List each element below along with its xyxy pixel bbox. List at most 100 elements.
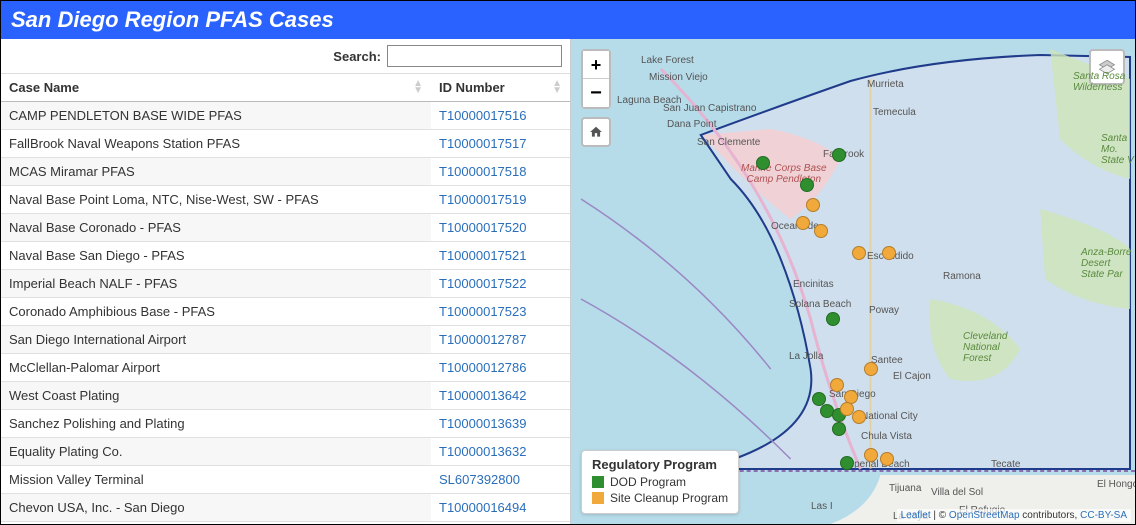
- cell-case-name: Mission Valley Terminal: [1, 466, 431, 494]
- map-marker[interactable]: [814, 224, 828, 238]
- cell-id-number: T10000016497: [431, 522, 570, 525]
- cell-id-number: T10000017521: [431, 242, 570, 270]
- case-id-link[interactable]: T10000013642: [439, 388, 526, 403]
- legend-label: DOD Program: [610, 475, 686, 489]
- search-row: Search:: [1, 39, 570, 73]
- map-marker[interactable]: [864, 362, 878, 376]
- legend-swatch: [592, 476, 604, 488]
- sort-icon: ▲▼: [413, 80, 423, 94]
- cell-id-number: SL607392800: [431, 466, 570, 494]
- map-legend: Regulatory Program DOD ProgramSite Clean…: [581, 450, 739, 514]
- table-row[interactable]: MCAS Miramar PFAST10000017518: [1, 158, 570, 186]
- table-row[interactable]: Imperial Beach NALF - PFAS T10000017522: [1, 270, 570, 298]
- cell-id-number: T10000017516: [431, 102, 570, 130]
- table-row[interactable]: San Diego International Airport T10000012…: [1, 326, 570, 354]
- cell-id-number: T10000012787: [431, 326, 570, 354]
- map-marker[interactable]: [832, 422, 846, 436]
- cell-id-number: T10000017517: [431, 130, 570, 158]
- cases-table: Case Name ▲▼ ID Number ▲▼ CAMP PENDLETON…: [1, 74, 570, 524]
- cell-case-name: Chevon USA, Inc. - San Diego: [1, 494, 431, 522]
- map-marker[interactable]: [852, 410, 866, 424]
- map-marker[interactable]: [826, 312, 840, 326]
- cell-case-name: Naval Base San Diego - PFAS: [1, 242, 431, 270]
- col-id-number[interactable]: ID Number ▲▼: [431, 74, 570, 102]
- cell-case-name: Sanchez Polishing and Plating: [1, 410, 431, 438]
- case-id-link[interactable]: T10000012786: [439, 360, 526, 375]
- table-row[interactable]: Naval Base Point Loma, NTC, Nise-West, S…: [1, 186, 570, 214]
- map-marker[interactable]: [796, 216, 810, 230]
- case-id-link[interactable]: T10000017520: [439, 220, 526, 235]
- cell-case-name: Naval Base Coronado - PFAS: [1, 214, 431, 242]
- table-row[interactable]: Naval Base San Diego - PFAS T10000017521: [1, 242, 570, 270]
- cell-case-name: Coronado Amphibious Base - PFAS: [1, 298, 431, 326]
- cell-id-number: T10000017523: [431, 298, 570, 326]
- table-row[interactable]: The Jankovich CompanyT10000016497: [1, 522, 570, 525]
- case-id-link[interactable]: T10000017521: [439, 248, 526, 263]
- table-row[interactable]: Mission Valley Terminal SL607392800: [1, 466, 570, 494]
- table-row[interactable]: McClellan-Palomar AirportT10000012786: [1, 354, 570, 382]
- cc-link[interactable]: CC-BY-SA: [1080, 510, 1127, 521]
- col-case-name[interactable]: Case Name ▲▼: [1, 74, 431, 102]
- map-marker[interactable]: [852, 246, 866, 260]
- case-id-link[interactable]: T10000012787: [439, 332, 526, 347]
- table-row[interactable]: West Coast PlatingT10000013642: [1, 382, 570, 410]
- app-frame: San Diego Region PFAS Cases Search: Case…: [0, 0, 1136, 525]
- table-row[interactable]: Chevon USA, Inc. - San Diego T10000016494: [1, 494, 570, 522]
- map-marker[interactable]: [830, 378, 844, 392]
- home-button[interactable]: [581, 117, 611, 147]
- map-marker[interactable]: [840, 456, 854, 470]
- table-row[interactable]: FallBrook Naval Weapons Station PFAS T100…: [1, 130, 570, 158]
- case-id-link[interactable]: T10000017523: [439, 304, 526, 319]
- legend-title: Regulatory Program: [592, 457, 728, 472]
- cell-id-number: T10000017519: [431, 186, 570, 214]
- cell-id-number: T10000013632: [431, 438, 570, 466]
- map-marker[interactable]: [806, 198, 820, 212]
- map-panel[interactable]: + − Lake ForestMission ViejoLaguna Beach…: [571, 39, 1135, 524]
- leaflet-link[interactable]: Leaflet: [901, 510, 931, 521]
- map-marker[interactable]: [880, 452, 894, 466]
- case-id-link[interactable]: T10000017517: [439, 136, 526, 151]
- map-marker[interactable]: [882, 246, 896, 260]
- zoom-out-button[interactable]: −: [583, 79, 609, 107]
- cell-case-name: FallBrook Naval Weapons Station PFAS: [1, 130, 431, 158]
- cell-case-name: Naval Base Point Loma, NTC, Nise-West, S…: [1, 186, 431, 214]
- case-id-link[interactable]: T10000017519: [439, 192, 526, 207]
- table-row[interactable]: Equality Plating Co. T10000013632: [1, 438, 570, 466]
- map-marker[interactable]: [832, 148, 846, 162]
- cell-case-name: CAMP PENDLETON BASE WIDE PFAS: [1, 102, 431, 130]
- body: Search: Case Name ▲▼ ID Number: [1, 39, 1135, 524]
- zoom-in-button[interactable]: +: [583, 51, 609, 79]
- case-id-link[interactable]: SL607392800: [439, 472, 520, 487]
- table-row[interactable]: Sanchez Polishing and Plating T1000001363…: [1, 410, 570, 438]
- cell-case-name: Imperial Beach NALF - PFAS: [1, 270, 431, 298]
- map-marker[interactable]: [800, 178, 814, 192]
- map-attribution: Leaflet | © OpenStreetMap contributors, …: [897, 509, 1131, 522]
- table-scroll[interactable]: Case Name ▲▼ ID Number ▲▼ CAMP PENDLETON…: [1, 73, 570, 524]
- table-row[interactable]: Naval Base Coronado - PFAS T10000017520: [1, 214, 570, 242]
- table-panel: Search: Case Name ▲▼ ID Number: [1, 39, 571, 524]
- layers-icon: [1098, 58, 1116, 76]
- legend-item: DOD Program: [592, 475, 728, 489]
- case-id-link[interactable]: T10000016494: [439, 500, 526, 515]
- map-marker[interactable]: [756, 156, 770, 170]
- case-id-link[interactable]: T10000017516: [439, 108, 526, 123]
- search-label: Search:: [333, 49, 381, 64]
- layers-button[interactable]: [1089, 49, 1125, 85]
- cell-id-number: T10000017518: [431, 158, 570, 186]
- sort-icon: ▲▼: [552, 80, 562, 94]
- case-id-link[interactable]: T10000017518: [439, 164, 526, 179]
- search-input[interactable]: [387, 45, 562, 67]
- cell-case-name: San Diego International Airport: [1, 326, 431, 354]
- case-id-link[interactable]: T10000017522: [439, 276, 526, 291]
- map-marker[interactable]: [864, 448, 878, 462]
- cell-case-name: Equality Plating Co.: [1, 438, 431, 466]
- cell-id-number: T10000017520: [431, 214, 570, 242]
- case-id-link[interactable]: T10000013632: [439, 444, 526, 459]
- case-id-link[interactable]: T10000013639: [439, 416, 526, 431]
- table-row[interactable]: Coronado Amphibious Base - PFAS T10000017…: [1, 298, 570, 326]
- cell-case-name: The Jankovich Company: [1, 522, 431, 525]
- cell-id-number: T10000017522: [431, 270, 570, 298]
- table-row[interactable]: CAMP PENDLETON BASE WIDE PFAS T1000001751…: [1, 102, 570, 130]
- page-title: San Diego Region PFAS Cases: [1, 1, 1135, 39]
- osm-link[interactable]: OpenStreetMap: [949, 510, 1020, 521]
